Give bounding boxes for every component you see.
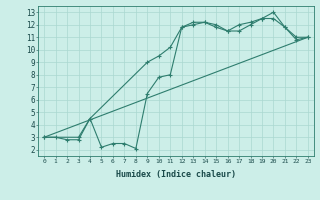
X-axis label: Humidex (Indice chaleur): Humidex (Indice chaleur)	[116, 170, 236, 179]
